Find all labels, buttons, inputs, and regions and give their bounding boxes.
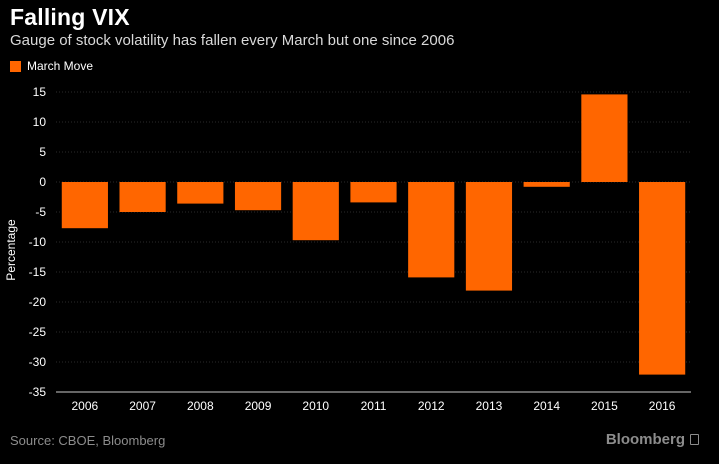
bar	[292, 182, 339, 241]
bar	[581, 94, 628, 182]
brand-mark-icon	[690, 434, 699, 445]
bar	[350, 182, 397, 203]
x-tick-label: 2010	[302, 399, 329, 413]
y-tick-label: -35	[29, 385, 47, 399]
source-note: Source: CBOE, Bloomberg	[10, 433, 166, 448]
x-tick-label: 2012	[418, 399, 445, 413]
y-tick-label: -15	[29, 265, 47, 279]
bar	[523, 182, 570, 187]
chart-title: Falling VIX	[10, 4, 130, 30]
x-tick-label: 2016	[649, 399, 676, 413]
brand-logo: Bloomberg	[606, 431, 699, 448]
y-tick-label: -5	[35, 205, 46, 219]
bar	[408, 182, 455, 278]
y-tick-label: 0	[39, 175, 46, 189]
x-tick-label: 2009	[245, 399, 272, 413]
bar	[177, 182, 224, 204]
bar	[465, 182, 513, 291]
y-tick-label: 15	[33, 85, 47, 99]
x-tick-label: 2013	[476, 399, 503, 413]
y-tick-label: 5	[39, 145, 46, 159]
y-tick-label: -30	[29, 355, 47, 369]
y-tick-label: -20	[29, 295, 47, 309]
x-tick-label: 2015	[591, 399, 618, 413]
bar	[234, 182, 282, 211]
x-tick-label: 2014	[533, 399, 560, 413]
x-tick-label: 2011	[361, 399, 387, 413]
y-tick-label: 10	[33, 115, 47, 129]
bar	[639, 182, 686, 375]
y-axis-label: Percentage	[4, 219, 18, 281]
x-tick-label: 2006	[72, 399, 99, 413]
brand-name: Bloomberg	[605, 431, 685, 448]
x-tick-label: 2007	[129, 399, 156, 413]
y-tick-label: -25	[29, 325, 47, 339]
legend-swatch	[10, 60, 21, 72]
y-tick-label: -10	[29, 235, 47, 249]
legend: March Move	[10, 59, 93, 73]
bar	[119, 182, 166, 212]
legend-label: March Move	[27, 59, 94, 73]
x-tick-label: 2008	[187, 399, 214, 413]
chart-subtitle: Gauge of stock volatility has fallen eve…	[10, 32, 455, 49]
bar	[61, 182, 108, 229]
